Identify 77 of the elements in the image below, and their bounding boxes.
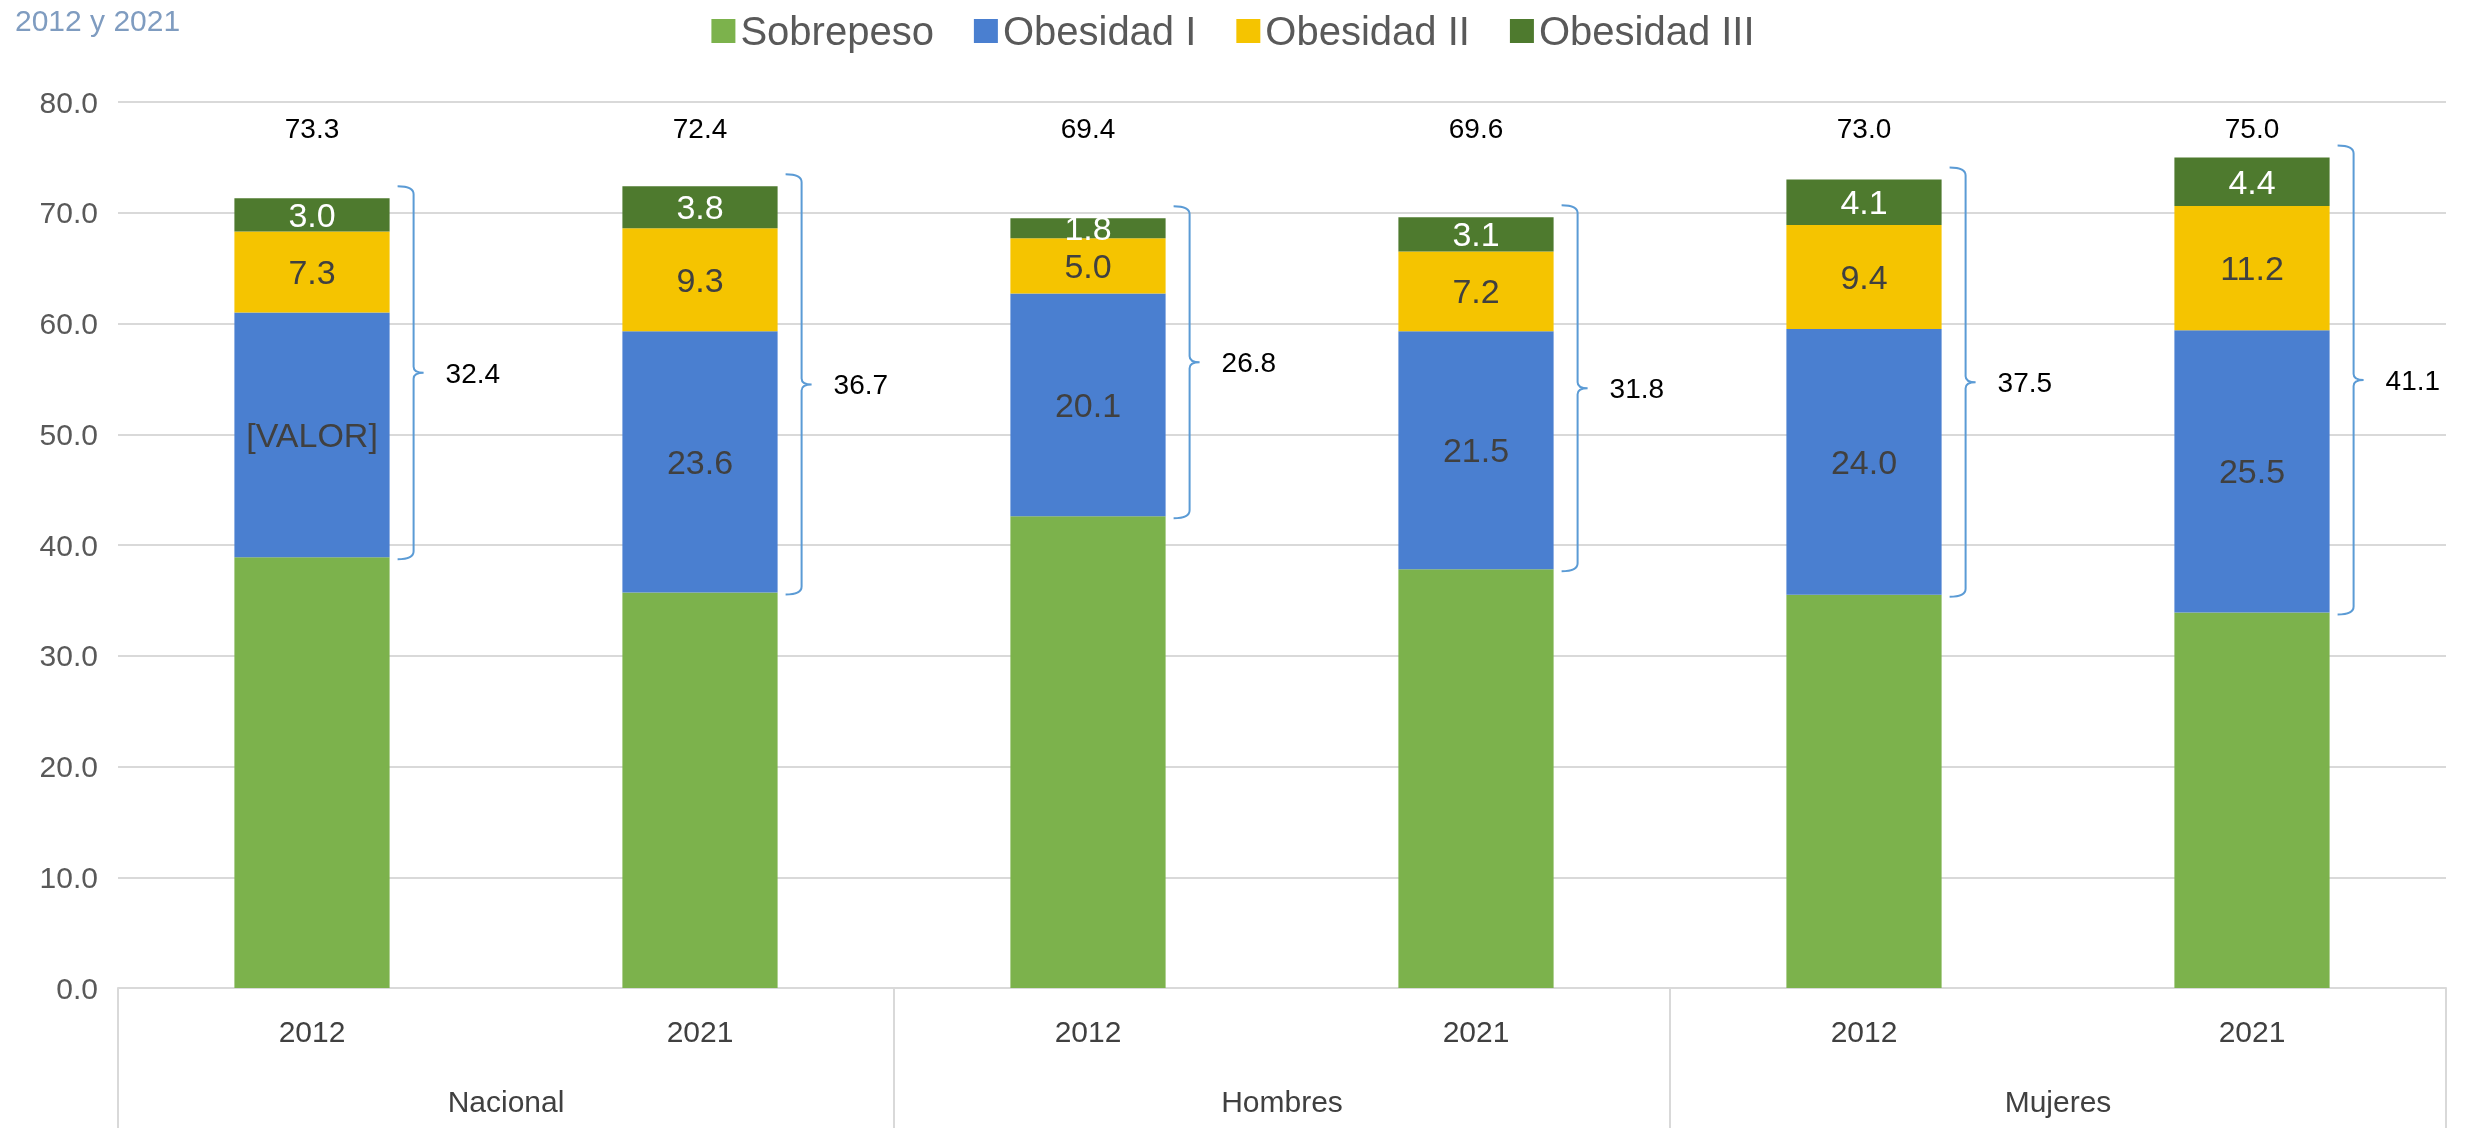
bar <box>2174 206 2330 331</box>
annotation: 69.6 <box>1448 113 1504 144</box>
annotation: 31.8 <box>1609 373 1665 405</box>
legend-label: Obesidad III <box>1538 9 1755 53</box>
data-label: 23.6 <box>666 442 734 481</box>
bar <box>234 557 390 988</box>
text: Mujeres <box>2004 1085 2112 1118</box>
bar <box>1398 569 1554 988</box>
y-tick-label: 20.0 <box>39 750 98 783</box>
annotation: 32.4 <box>445 357 501 389</box>
text: Hombres <box>1221 1085 1343 1118</box>
y-tick-label: 40.0 <box>39 528 98 562</box>
annotation: 26.8 <box>1221 347 1277 379</box>
bar <box>1786 224 1942 330</box>
data-label: [VALOR] <box>246 415 378 454</box>
data-label: 3.0 <box>288 195 336 234</box>
data-label: 20.1 <box>1054 385 1122 424</box>
bar <box>234 312 390 558</box>
bar <box>1010 293 1166 517</box>
data-label: 11.2 <box>2220 249 2284 288</box>
annotation: 75.0 <box>2224 113 2280 144</box>
bar <box>1010 238 1166 294</box>
annotation: 41.1 <box>2385 364 2441 396</box>
data-label: 5.0 <box>1064 246 1112 285</box>
legend-label: Obesidad I <box>1002 9 1197 53</box>
x-tick-label: 2012 <box>1830 1014 1898 1048</box>
data-label: 4.1 <box>1840 183 1888 222</box>
annotation: 69.4 <box>1060 113 1116 144</box>
bar <box>1786 179 1942 225</box>
text: Nacional <box>447 1085 565 1118</box>
y-tick-label: 70.0 <box>39 196 98 230</box>
bar <box>234 231 390 313</box>
annotation: 73.3 <box>284 113 340 144</box>
y-tick-label: 10.0 <box>39 860 98 894</box>
bar <box>622 186 778 229</box>
x-tick-label: 2021 <box>2218 1014 2286 1048</box>
bar <box>1786 329 1942 595</box>
data-label: 9.3 <box>676 260 724 299</box>
y-tick-label: 50.0 <box>39 417 98 451</box>
bar <box>2174 330 2330 613</box>
bar <box>1398 217 1554 252</box>
y-tick-label: 30.0 <box>39 639 98 673</box>
annotation: 37.5 <box>1997 367 2053 399</box>
bar <box>2174 157 2330 207</box>
data-label: 3.8 <box>676 188 724 227</box>
annotation: 73.0 <box>1836 113 1892 144</box>
x-tick-label: 2021 <box>1442 1014 1510 1048</box>
y-tick-label: 60.0 <box>39 307 98 340</box>
bar <box>622 592 778 988</box>
bar <box>622 228 778 332</box>
y-tick-label: 80.0 <box>39 85 98 119</box>
bar <box>1398 251 1554 332</box>
data-label: 7.2 <box>1452 272 1500 311</box>
chart-title: 2012 y 2021 <box>15 3 181 37</box>
data-label: 3.1 <box>1452 215 1500 254</box>
data-label: 25.5 <box>2218 452 2286 491</box>
annotation: 72.4 <box>672 113 728 144</box>
data-label: 24.0 <box>1830 442 1898 481</box>
bar <box>234 198 390 232</box>
bar <box>1010 516 1166 988</box>
bar <box>1010 218 1166 239</box>
y-tick-label: 0.0 <box>56 971 98 1005</box>
bar <box>1398 331 1554 570</box>
legend-label: Obesidad II <box>1265 9 1470 53</box>
data-label: 9.4 <box>1840 257 1888 296</box>
data-label: 21.5 <box>1442 431 1510 470</box>
bar <box>1786 594 1942 988</box>
legend-label: Sobrepeso <box>740 9 934 53</box>
x-tick-label: 2012 <box>278 1014 346 1048</box>
x-tick-label: 2021 <box>666 1014 734 1048</box>
annotation: 36.7 <box>833 369 889 401</box>
bar <box>622 331 778 593</box>
data-label: 7.3 <box>288 253 336 291</box>
bar <box>2174 612 2330 988</box>
data-label: 4.4 <box>2228 162 2276 201</box>
data-label: 1.8 <box>1064 209 1112 248</box>
x-tick-label: 2012 <box>1054 1014 1122 1048</box>
